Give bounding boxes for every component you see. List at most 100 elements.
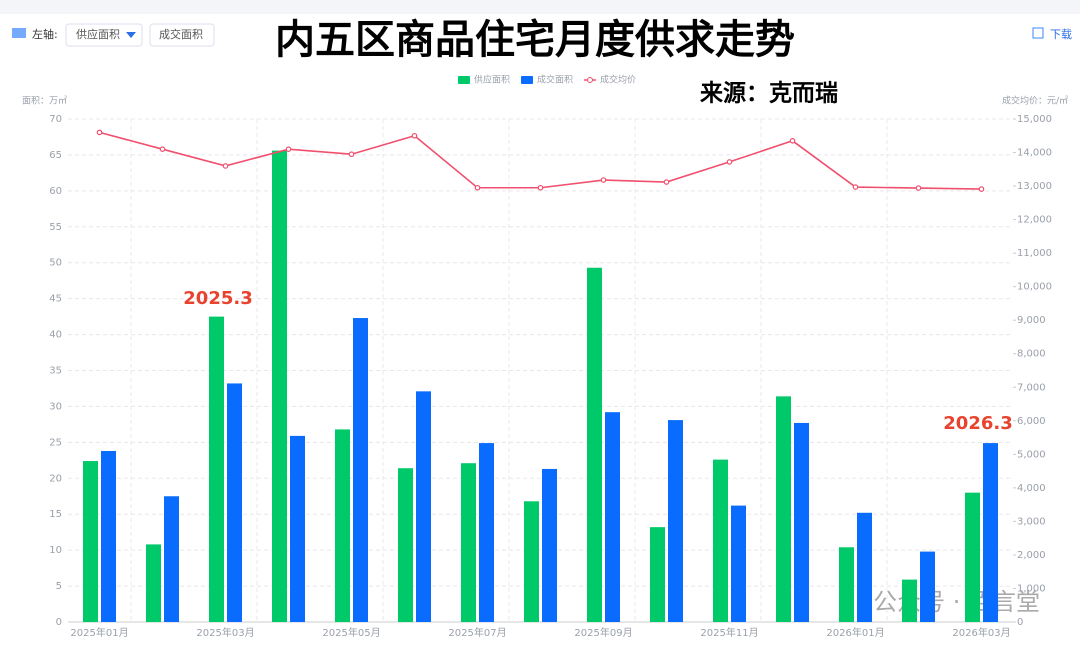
bar: [524, 501, 539, 622]
line-point: [537, 184, 544, 191]
y-tick-label: 70: [49, 114, 62, 125]
line-point: [411, 132, 418, 139]
download-icon[interactable]: [1032, 27, 1044, 39]
line-point: [789, 137, 796, 144]
legend-label: 成交均价: [600, 74, 636, 86]
y-tick-label: 50: [49, 258, 62, 269]
line-point: [600, 177, 607, 183]
chart-icon: [12, 28, 26, 38]
x-tick-label: 2026年03月: [952, 626, 1010, 639]
y2-tick-label: 13,000: [1017, 181, 1052, 192]
bar: [335, 429, 350, 622]
annotation: 2026.3: [943, 413, 1012, 434]
axis-label: 左轴:: [32, 27, 58, 41]
bar: [416, 391, 431, 622]
legend-swatch-dot: [587, 77, 593, 83]
y-tick-label: 5: [56, 581, 62, 592]
y-tick-label: 60: [49, 186, 62, 197]
line-point: [726, 159, 733, 165]
y2-tick-label: 10,000: [1017, 282, 1052, 293]
x-tick-label: 2025年01月: [70, 626, 128, 639]
bar: [227, 383, 242, 622]
y2-tick-label: 4,000: [1017, 483, 1046, 494]
y-tick-label: 40: [49, 330, 62, 341]
legend-label: 成交面积: [537, 74, 573, 86]
line-point: [96, 129, 103, 136]
bar: [209, 316, 224, 622]
x-tick-label: 2026年01月: [826, 626, 884, 639]
y2-tick-label: 3,000: [1017, 516, 1046, 527]
y2-tick-label: 14,000: [1017, 148, 1052, 159]
y2-tick-label: 6,000: [1017, 416, 1046, 427]
bar: [839, 547, 854, 622]
bar: [794, 422, 809, 622]
y-tick-label: 15: [49, 509, 62, 520]
y2-tick-label: 12,000: [1017, 215, 1052, 226]
line-point: [222, 163, 229, 169]
dropdown[interactable]: [65, 23, 143, 47]
bar: [542, 468, 557, 622]
y-tick-label: 35: [49, 366, 62, 377]
bar: [146, 544, 161, 622]
bar: [920, 551, 935, 622]
line-point: [663, 179, 670, 185]
bar: [101, 450, 116, 622]
bar: [164, 496, 179, 622]
bar: [713, 459, 728, 622]
dropdown-arrow: [126, 32, 136, 38]
y-tick-label: 30: [49, 401, 62, 412]
y2-tick-label: 8,000: [1017, 349, 1046, 360]
line-point: [348, 151, 355, 158]
bar: [461, 463, 476, 622]
y2-tick-label: 7,000: [1017, 382, 1046, 393]
bar: [776, 396, 791, 622]
line-point: [852, 184, 859, 190]
legend-label: 供应面积: [474, 74, 510, 86]
x-tick-label: 2025年07月: [448, 626, 506, 639]
x-tick-label: 2025年09月: [574, 626, 632, 639]
y2-axis-label: 成交均价：元/㎡: [1002, 95, 1068, 107]
bar: [479, 443, 494, 622]
y-tick-label: 0: [56, 617, 62, 628]
bar: [272, 150, 287, 623]
option[interactable]: [149, 23, 215, 47]
line-point: [159, 146, 166, 152]
y2-tick-label: 0: [1017, 617, 1023, 628]
x-tick-label: 2025年11月: [700, 626, 758, 639]
bar: [668, 420, 683, 622]
x-tick-label: 2025年03月: [196, 626, 254, 639]
legend-swatch: [521, 76, 533, 84]
dropdown-text[interactable]: 供应面积: [76, 27, 120, 41]
bar: [353, 318, 368, 622]
y-tick-label: 20: [49, 473, 62, 484]
annotation: 2025.3: [183, 288, 252, 309]
bar: [983, 443, 998, 622]
bar: [605, 412, 620, 622]
option-text[interactable]: 成交面积: [159, 27, 203, 41]
y2-tick-label: 5,000: [1017, 449, 1046, 460]
line-point: [915, 185, 922, 191]
line-point: [474, 184, 481, 191]
y-axis-label: 面积：万㎡: [22, 95, 67, 107]
watermark: 公众号 · 佰言堂: [873, 588, 1040, 616]
y-tick-label: 65: [49, 150, 62, 161]
bar: [731, 505, 746, 622]
y2-tick-label: 1,000: [1017, 583, 1046, 594]
bar: [290, 435, 305, 622]
bar: [857, 512, 872, 622]
download[interactable]: 下载: [1050, 28, 1072, 41]
y2-tick-label: 15,000: [1017, 114, 1052, 125]
y2-tick-label: 9,000: [1017, 315, 1046, 326]
bar: [965, 492, 980, 622]
y-tick-label: 45: [49, 294, 62, 305]
x-tick-label: 2025年05月: [322, 626, 380, 639]
y-tick-label: 25: [49, 437, 62, 448]
y-tick-label: 10: [49, 545, 62, 556]
y2-tick-label: 11,000: [1017, 248, 1052, 259]
chart-title: 内五区商品住宅月度供求走势: [275, 17, 795, 63]
toolbar: 左轴: 供应面积 成交面积 下载: [12, 23, 1072, 47]
y2-tick-label: 2,000: [1017, 550, 1046, 561]
bar: [902, 579, 917, 622]
line-point: [978, 186, 985, 192]
